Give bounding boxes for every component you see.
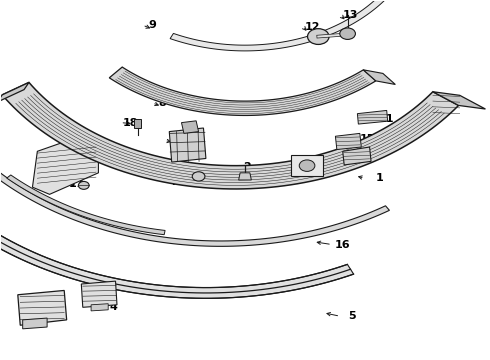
Polygon shape — [0, 170, 390, 246]
Polygon shape — [181, 121, 198, 134]
Text: 17: 17 — [69, 179, 84, 189]
Bar — [292, 155, 323, 176]
Text: 5: 5 — [349, 311, 356, 321]
Text: 15: 15 — [360, 134, 375, 144]
Polygon shape — [170, 0, 387, 51]
Polygon shape — [109, 67, 376, 116]
Polygon shape — [433, 92, 486, 109]
Circle shape — [78, 181, 89, 189]
Circle shape — [308, 29, 329, 44]
Polygon shape — [18, 291, 67, 325]
Polygon shape — [357, 111, 388, 124]
Text: 1: 1 — [375, 173, 383, 183]
Polygon shape — [169, 128, 206, 162]
Text: 2: 2 — [244, 162, 251, 172]
Text: 12: 12 — [305, 22, 320, 32]
Text: 14: 14 — [318, 161, 333, 171]
Text: 3: 3 — [33, 319, 41, 328]
Polygon shape — [335, 134, 361, 149]
Polygon shape — [0, 82, 29, 102]
Polygon shape — [91, 304, 108, 311]
Text: 6: 6 — [170, 136, 178, 145]
Polygon shape — [81, 281, 117, 307]
Text: 4: 4 — [109, 302, 117, 312]
Circle shape — [340, 28, 355, 40]
Polygon shape — [32, 134, 98, 194]
Circle shape — [192, 172, 205, 181]
Bar — [134, 119, 142, 128]
Text: 16: 16 — [335, 239, 350, 249]
Polygon shape — [239, 173, 251, 180]
Polygon shape — [343, 147, 371, 165]
Polygon shape — [2, 82, 459, 189]
Circle shape — [299, 160, 315, 171]
Text: 8: 8 — [158, 98, 166, 108]
Polygon shape — [364, 70, 395, 85]
Text: 9: 9 — [148, 20, 156, 30]
Text: 11: 11 — [379, 114, 394, 124]
Polygon shape — [23, 318, 47, 329]
Text: 10: 10 — [365, 150, 380, 160]
Text: 7: 7 — [171, 177, 178, 187]
Polygon shape — [7, 175, 165, 235]
Text: 13: 13 — [343, 10, 358, 20]
Text: 18: 18 — [122, 118, 138, 128]
Polygon shape — [0, 211, 354, 298]
